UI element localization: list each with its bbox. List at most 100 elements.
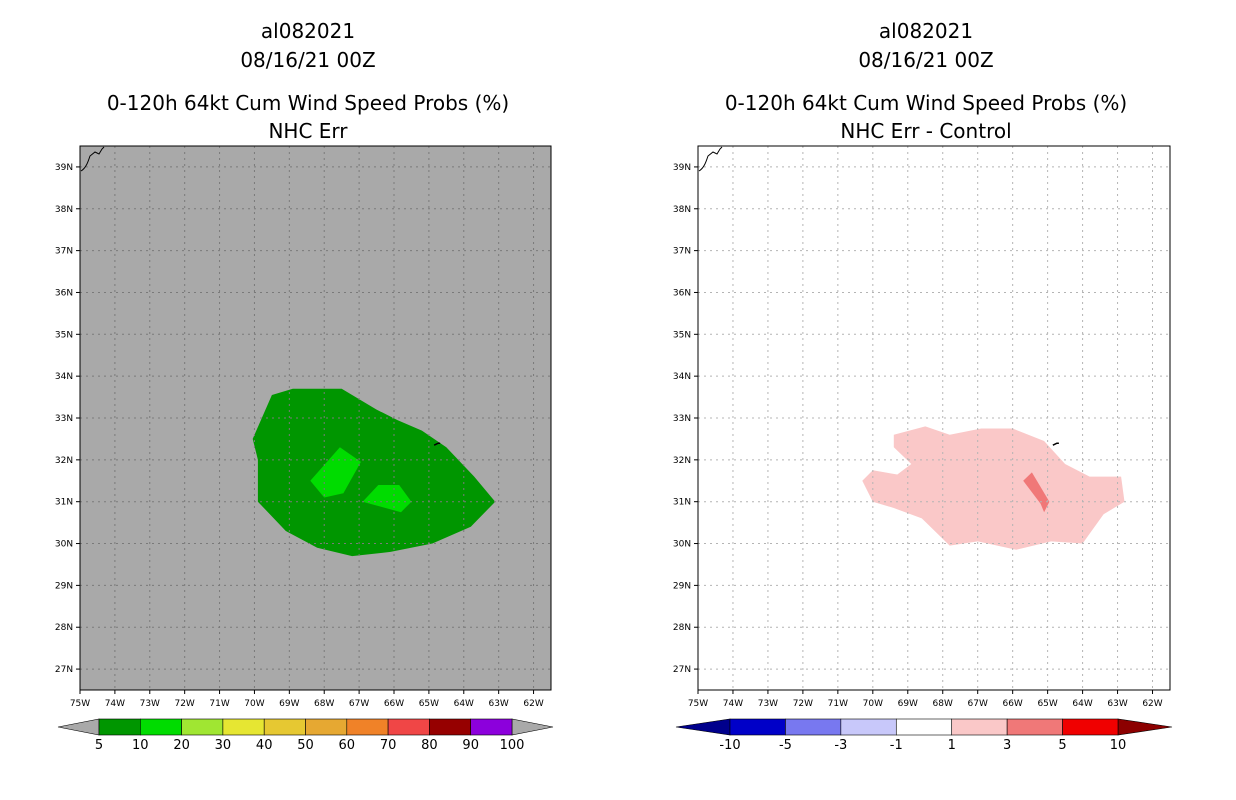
colorbar-right-arrow <box>1117 718 1173 736</box>
x-tick-label: 70W <box>244 699 264 709</box>
x-tick-label: 74W <box>105 699 125 709</box>
colorbar-right-arrow <box>511 718 554 736</box>
colorbar-swatch <box>729 718 786 736</box>
y-tick-label: 31N <box>55 498 73 508</box>
x-tick-label: 73W <box>758 699 778 709</box>
y-tick-label: 39N <box>673 163 691 173</box>
y-tick-label: 27N <box>673 665 691 675</box>
bermuda-island <box>1052 442 1059 446</box>
colorbar-label: -5 <box>779 738 792 753</box>
colorbar-swatch <box>951 718 1008 736</box>
colorbar-label: 100 <box>500 738 525 753</box>
colorbar-left-arrow <box>57 718 100 736</box>
x-tick-label: 72W <box>174 699 194 709</box>
panel-nhc-err-minus-control: al082021 08/16/21 00Z 0-120h 64kt Cum Wind… <box>673 19 1173 753</box>
y-tick-label: 31N <box>673 498 691 508</box>
x-tick-label: 66W <box>384 699 404 709</box>
coastline <box>698 146 723 172</box>
x-tick-label: 72W <box>793 699 813 709</box>
colorbar-swatch <box>98 718 141 736</box>
colorbar-label: 90 <box>462 738 479 753</box>
colorbar-swatch <box>895 718 953 736</box>
y-tick-label: 37N <box>55 247 73 257</box>
bermuda-island <box>433 442 441 446</box>
colorbar-swatch <box>1006 718 1063 736</box>
colorbar-swatch <box>305 718 348 736</box>
colorbar-swatch <box>140 718 182 736</box>
contour-region-5-10pct <box>252 388 496 557</box>
chart-subtitle: NHC Err <box>268 119 348 143</box>
y-tick-label: 34N <box>673 372 691 382</box>
x-tick-label: 75W <box>688 699 708 709</box>
x-tick-label: 69W <box>279 699 299 709</box>
colorbar-swatch <box>181 718 224 736</box>
colorbar-label: 5 <box>95 738 103 753</box>
x-tick-label: 74W <box>723 699 743 709</box>
x-tick-label: 73W <box>140 699 160 709</box>
x-tick-label: 67W <box>349 699 369 709</box>
x-tick-label: 70W <box>863 699 883 709</box>
colorbar-label: 10 <box>132 738 149 753</box>
y-tick-label: 36N <box>55 288 73 298</box>
y-tick-label: 38N <box>673 205 691 215</box>
colorbar-label: 80 <box>421 738 438 753</box>
plot-area <box>80 146 551 690</box>
x-tick-label: 64W <box>1072 699 1092 709</box>
x-tick-label: 64W <box>454 699 474 709</box>
x-tick-label: 62W <box>1142 699 1162 709</box>
storm-id-title: al082021 <box>879 19 973 43</box>
x-tick-label: 71W <box>209 699 229 709</box>
storm-id-title: al082021 <box>261 19 355 43</box>
chart-subtitle: NHC Err - Control <box>840 119 1011 143</box>
y-tick-label: 38N <box>55 205 73 215</box>
y-tick-label: 29N <box>673 581 691 591</box>
colorbar-swatch <box>840 718 897 736</box>
y-tick-label: 28N <box>673 623 691 633</box>
colorbar-label: 40 <box>256 738 273 753</box>
x-tick-label: 68W <box>314 699 334 709</box>
y-tick-label: 37N <box>673 247 691 257</box>
y-tick-label: 32N <box>55 456 73 466</box>
contour-region-3-5 <box>1023 472 1050 513</box>
x-tick-label: 62W <box>523 699 543 709</box>
x-tick-label: 71W <box>828 699 848 709</box>
contour-region-1-3 <box>862 426 1125 550</box>
colorbar: 5 10 20 30 40 50 60 70 80 90 100 <box>57 718 554 753</box>
colorbar-swatch <box>346 718 389 736</box>
datetime-title: 08/16/21 00Z <box>240 48 375 72</box>
y-tick-label: 34N <box>55 372 73 382</box>
colorbar-label: 50 <box>297 738 314 753</box>
y-tick-label: 27N <box>55 665 73 675</box>
y-tick-label: 35N <box>673 330 691 340</box>
x-tick-label: 63W <box>1107 699 1127 709</box>
colorbar-label: -10 <box>719 738 740 753</box>
colorbar-left-arrow <box>675 718 731 736</box>
x-tick-label: 65W <box>419 699 439 709</box>
colorbar-label: 70 <box>380 738 397 753</box>
panel-nhc-err: al082021 08/16/21 00Z 0-120h 64kt Cum Wind… <box>55 19 554 753</box>
colorbar-label: 20 <box>173 738 190 753</box>
y-tick-label: 29N <box>55 581 73 591</box>
colorbar-label: -3 <box>834 738 847 753</box>
y-tick-label: 28N <box>55 623 73 633</box>
datetime-title: 08/16/21 00Z <box>858 48 993 72</box>
contour-region-10-20pct <box>362 485 412 513</box>
y-tick-label: 33N <box>673 414 691 424</box>
x-tick-label: 69W <box>898 699 918 709</box>
x-tick-label: 65W <box>1037 699 1057 709</box>
colorbar-swatch <box>429 718 471 736</box>
colorbar: -10 -5 -3 -1 1 3 5 10 <box>675 718 1173 753</box>
chart-title: 0-120h 64kt Cum Wind Speed Probs (%) <box>725 91 1127 115</box>
y-tick-label: 30N <box>55 540 73 550</box>
x-tick-label: 68W <box>933 699 953 709</box>
contour-region-10-20pct <box>310 447 361 498</box>
colorbar-label: 60 <box>339 738 356 753</box>
colorbar-label: 1 <box>948 738 956 753</box>
y-tick-label: 32N <box>673 456 691 466</box>
x-tick-label: 75W <box>70 699 90 709</box>
colorbar-label: 30 <box>215 738 232 753</box>
colorbar-swatch <box>785 718 842 736</box>
x-tick-label: 66W <box>1002 699 1022 709</box>
